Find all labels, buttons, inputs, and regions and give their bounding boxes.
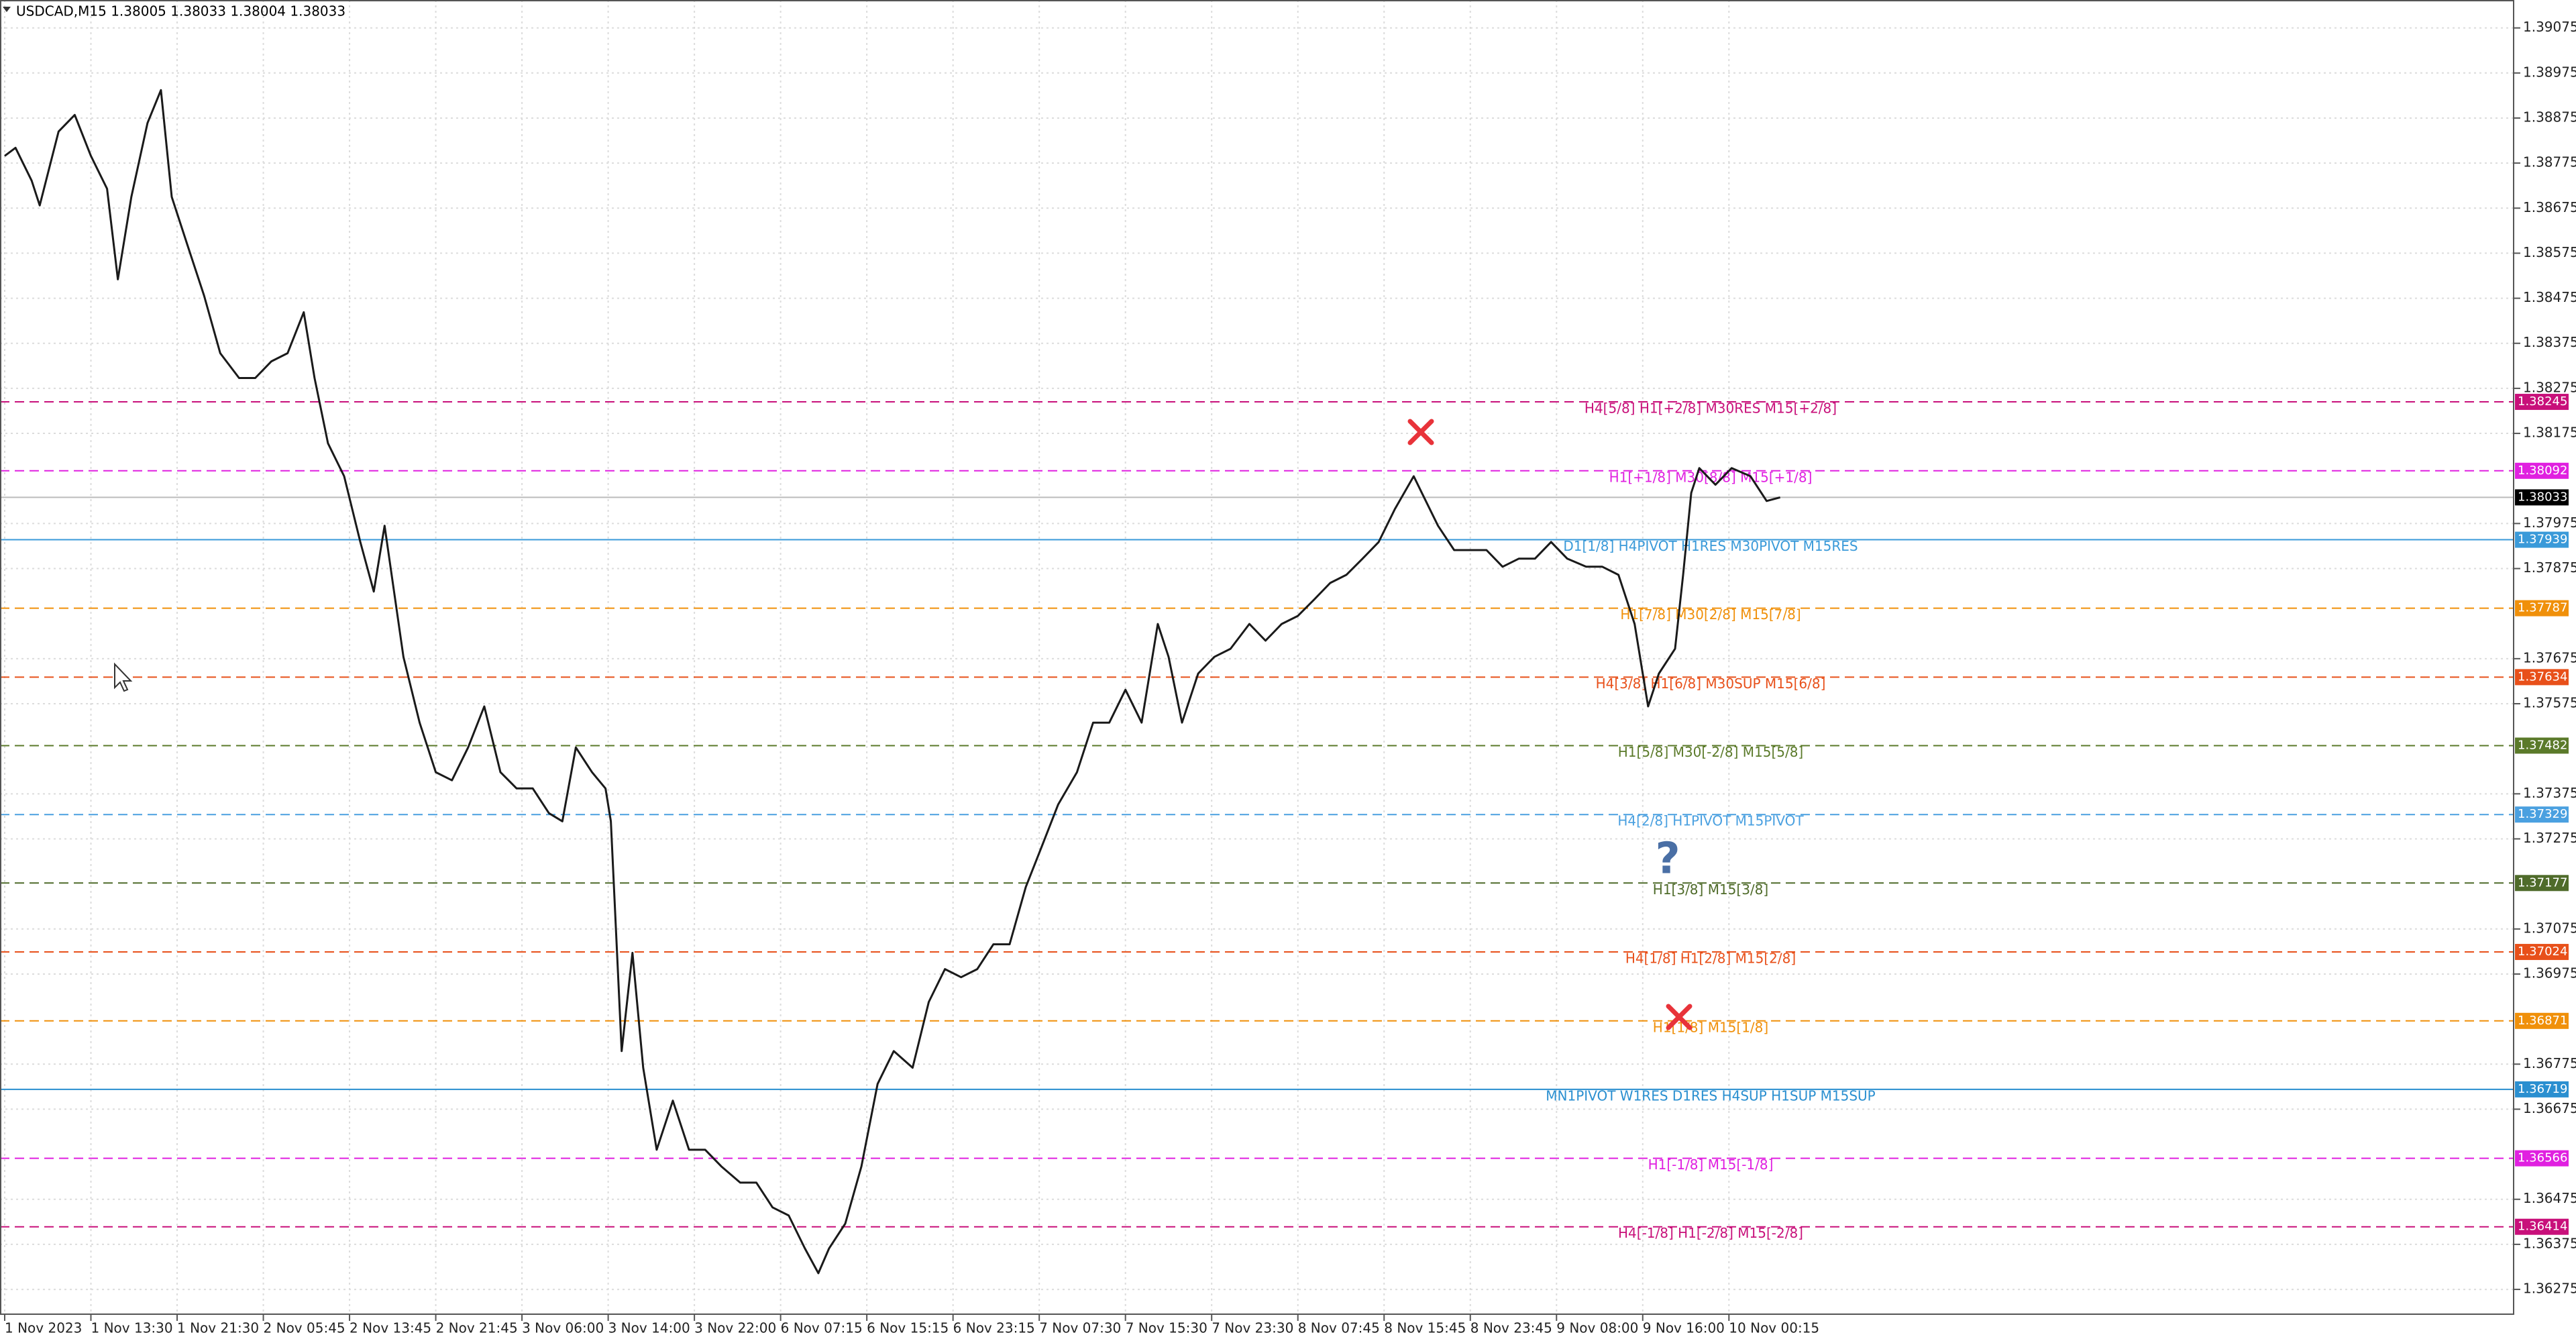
x-tick-label: 7 Nov 23:30 — [1212, 1320, 1293, 1336]
grid — [0, 0, 2514, 1314]
y-tick-label: 1.38475 — [2523, 289, 2576, 305]
level-tag-label: 1.38092 — [2518, 464, 2567, 478]
level-tag — [2515, 875, 2569, 892]
question-marker: ? — [1655, 835, 1680, 884]
level-tag — [2515, 394, 2569, 411]
level-tag — [2515, 1218, 2569, 1235]
menu-arrow — [3, 7, 11, 12]
x-tick-label: 2 Nov 21:45 — [436, 1320, 518, 1336]
y-tick-label: 1.38575 — [2523, 244, 2576, 260]
y-tick-label: 1.37275 — [2523, 830, 2576, 846]
x-tick-label: 2 Nov 13:45 — [350, 1320, 431, 1336]
y-tick-label: 1.36475 — [2523, 1190, 2576, 1206]
level-label: H1[7/8] M30[2/8] M15[7/8] — [1620, 606, 1801, 623]
level-tag — [2515, 806, 2569, 823]
level-tag-label: 1.36871 — [2518, 1014, 2567, 1028]
level-label: H1[+1/8] M30[8/8] M15[+1/8] — [1609, 469, 1813, 485]
level-label: H1[-1/8] M15[-1/8] — [1648, 1157, 1774, 1173]
level-tag-label: 1.38245 — [2518, 394, 2567, 409]
x-tick-label: 8 Nov 07:45 — [1298, 1320, 1380, 1336]
level-tag — [2515, 1150, 2569, 1167]
level-label: H1[3/8] M15[3/8] — [1653, 881, 1768, 898]
y-tick-label: 1.37675 — [2523, 649, 2576, 665]
y-tick-label: 1.37075 — [2523, 920, 2576, 936]
level-label: H4[3/8] H1[6/8] M30SUP M15[6/8] — [1596, 676, 1826, 692]
x-tick-label: 7 Nov 07:30 — [1039, 1320, 1121, 1336]
level-tag-label: 1.37177 — [2518, 875, 2567, 890]
x-tick-label: 8 Nov 23:45 — [1470, 1320, 1552, 1336]
x-tick-label: 1 Nov 21:30 — [177, 1320, 259, 1336]
last-price-tag-label: 1.38033 — [2518, 490, 2567, 504]
level-label: H1[5/8] M30[-2/8] M15[5/8] — [1618, 744, 1803, 760]
cross-marker — [1407, 419, 1434, 445]
y-tick-label: 1.38875 — [2523, 109, 2576, 125]
level-label: H4[1/8] H1[2/8] M15[2/8] — [1625, 951, 1796, 967]
y-tick-label: 1.36775 — [2523, 1055, 2576, 1071]
level-tag — [2515, 462, 2569, 479]
levels: H4[5/8] H1[+2/8] M30RES M15[+2/8] H1[+1/8… — [0, 400, 2514, 1241]
level-label: H4[2/8] H1PIVOT M15PIVOT — [1617, 813, 1804, 829]
y-tick-label: 1.37575 — [2523, 695, 2576, 711]
x-tick-label: 10 Nov 00:15 — [1729, 1320, 1819, 1336]
level-tag-label: 1.36719 — [2518, 1082, 2567, 1096]
x-tick-label: 6 Nov 15:15 — [867, 1320, 949, 1336]
level-tag-label: 1.37787 — [2518, 601, 2567, 615]
y-tick-label: 1.37375 — [2523, 785, 2576, 801]
plot — [4, 89, 1780, 1275]
level-tag — [2515, 669, 2569, 686]
y-tick-label: 1.38975 — [2523, 64, 2576, 80]
mouse-cursor — [114, 662, 133, 692]
x-tick-label: 2 Nov 05:45 — [264, 1320, 345, 1336]
y-tick-label: 1.36275 — [2523, 1281, 2576, 1297]
level-label: MN1PIVOT W1RES D1RES H4SUP H1SUP M15SUP — [1546, 1087, 1875, 1104]
level-label: H4[5/8] H1[+2/8] M30RES M15[+2/8] — [1585, 400, 1837, 417]
x-tick-label: 3 Nov 14:00 — [608, 1320, 690, 1336]
y-tick-label: 1.36375 — [2523, 1235, 2576, 1251]
x-tick-label: 9 Nov 08:00 — [1556, 1320, 1638, 1336]
level-tag — [2515, 600, 2569, 617]
chart-title: USDCAD,M15 1.38005 1.38033 1.38004 1.380… — [16, 3, 345, 19]
level-label: H4[-1/8] H1[-2/8] M15[-2/8] — [1618, 1225, 1803, 1241]
level-tag — [2515, 1081, 2569, 1097]
level-tag-label: 1.37482 — [2518, 738, 2567, 752]
x-tick-label: 3 Nov 22:00 — [694, 1320, 776, 1336]
level-tag-label: 1.37329 — [2518, 807, 2567, 821]
x-tick-label: 6 Nov 07:15 — [781, 1320, 863, 1336]
level-tag-label: 1.37024 — [2518, 945, 2567, 959]
level-tag-label: 1.37634 — [2518, 670, 2567, 684]
x-tick-label: 6 Nov 23:15 — [953, 1320, 1035, 1336]
level-tag-label: 1.36566 — [2518, 1151, 2567, 1165]
y-tick-label: 1.38775 — [2523, 154, 2576, 170]
y-tick-label: 1.38375 — [2523, 334, 2576, 350]
x-tick-label: 3 Nov 06:00 — [522, 1320, 604, 1336]
cross-marker — [1666, 1004, 1693, 1030]
x-tick-label: 8 Nov 15:45 — [1384, 1320, 1466, 1336]
level-tag-label: 1.36414 — [2518, 1220, 2567, 1234]
y-tick-label: 1.36975 — [2523, 965, 2576, 981]
level-tag — [2515, 531, 2569, 548]
x-tick-label: 9 Nov 16:00 — [1643, 1320, 1725, 1336]
x-tick-label: 1 Nov 2023 — [5, 1320, 82, 1336]
level-tag-label: 1.37939 — [2518, 533, 2567, 547]
level-tag — [2515, 944, 2569, 961]
level-tag — [2515, 737, 2569, 754]
price-line — [4, 89, 1780, 1275]
x-tick-label: 1 Nov 13:30 — [91, 1320, 173, 1336]
y-tick-label: 1.38675 — [2523, 199, 2576, 215]
y-tick-label: 1.38275 — [2523, 379, 2576, 395]
y-tick-label: 1.36675 — [2523, 1100, 2576, 1116]
level-tag — [2515, 1012, 2569, 1029]
y-tick-label: 1.39075 — [2523, 19, 2576, 35]
level-label: D1[1/8] H4PIVOT H1RES M30PIVOT M15RES — [1563, 538, 1858, 554]
y-tick-label: 1.37875 — [2523, 559, 2576, 576]
y-tick-label: 1.37975 — [2523, 515, 2576, 531]
plot-border — [0, 0, 2514, 1315]
y-tick-label: 1.38175 — [2523, 425, 2576, 441]
last-price-tag — [2515, 489, 2569, 506]
x-tick-label: 7 Nov 15:30 — [1126, 1320, 1208, 1336]
